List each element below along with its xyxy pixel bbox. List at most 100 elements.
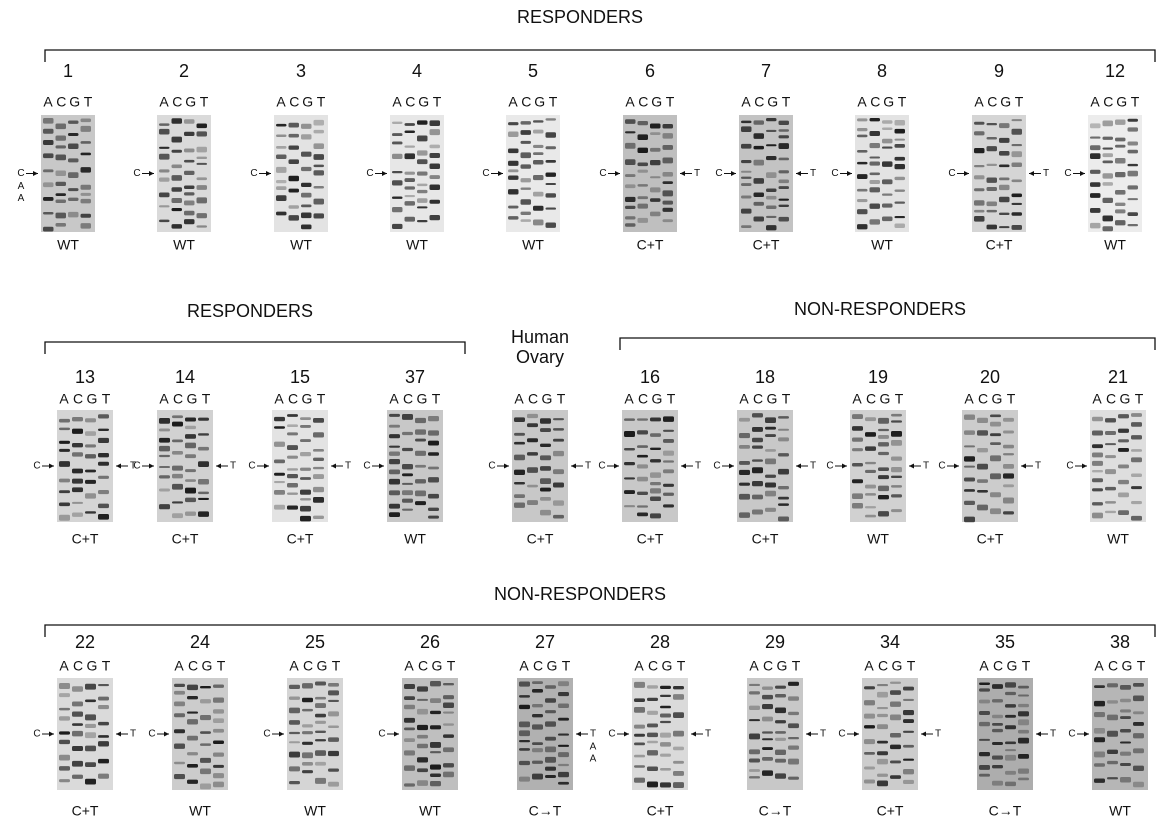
site-mark: T [585, 461, 591, 472]
gel-band [417, 734, 428, 739]
gel-band [749, 733, 760, 740]
lane-number: 16 [640, 367, 660, 387]
site-mark: C [248, 461, 255, 472]
gel-band [778, 503, 789, 506]
gel-band [184, 210, 195, 216]
gel-band [1094, 737, 1105, 743]
gel-band [857, 224, 868, 230]
genotype: C+T [877, 803, 904, 819]
gel-band [98, 503, 109, 509]
gel-band [43, 128, 54, 134]
gel-band [533, 219, 544, 226]
gel-band [890, 714, 901, 721]
gel-band [72, 774, 83, 779]
gel-band [98, 721, 109, 726]
gel-band [650, 159, 661, 166]
gel-band [185, 511, 196, 516]
gel-band [752, 467, 763, 474]
gel-band [404, 216, 415, 222]
gel-band [650, 472, 661, 478]
gel-band [171, 207, 182, 212]
gel-band [313, 457, 324, 461]
gel-band [634, 724, 645, 729]
gel-band [508, 131, 519, 137]
gel-band [1003, 417, 1014, 422]
gel-band [1131, 435, 1142, 440]
gel-band [877, 691, 888, 698]
gel [623, 115, 677, 232]
gel-band [894, 156, 905, 161]
gel-band [300, 477, 311, 480]
gel-band [171, 198, 182, 203]
site-mark: T [230, 461, 236, 472]
gel-band [625, 119, 636, 124]
gel-band [404, 153, 415, 160]
gel-band [289, 707, 300, 714]
gel-band [328, 725, 339, 728]
gel-band [891, 413, 902, 417]
gel-band [749, 776, 760, 779]
gel-band [200, 743, 211, 746]
gel-band [532, 681, 543, 685]
genotype: C+T [172, 531, 199, 547]
gel-band [159, 437, 170, 443]
genotype: WT [173, 237, 195, 253]
gel-band [1115, 172, 1126, 178]
gel-band [1105, 443, 1116, 446]
gel-band [85, 444, 96, 448]
gel-band [1102, 215, 1113, 222]
genotype: WT [290, 237, 312, 253]
gel-band [198, 461, 209, 468]
base-label: G [1000, 94, 1011, 110]
base-label: A [276, 94, 286, 110]
gel-band [878, 442, 889, 447]
gel-band [1005, 770, 1016, 775]
site-mark: T [810, 168, 816, 179]
gel-band [558, 771, 569, 778]
gel-band [545, 207, 556, 210]
gel-band [882, 146, 893, 149]
gel-band [402, 508, 413, 511]
base-label: T [666, 94, 675, 110]
gel-band [519, 721, 530, 728]
gel-band [663, 429, 674, 432]
gel-band [553, 438, 564, 442]
gel-band [196, 131, 207, 137]
gel-band [1090, 222, 1101, 229]
gel-band [775, 773, 786, 779]
base-label: C [288, 391, 298, 407]
gel-band [765, 426, 776, 430]
arrow-head [576, 731, 581, 737]
gel-band [766, 215, 777, 218]
gel-band [519, 760, 530, 766]
gel-band [302, 752, 313, 759]
gel-band [990, 492, 1001, 498]
gel-band [301, 182, 312, 188]
gel-band [778, 496, 789, 500]
gel-band [1133, 695, 1144, 702]
base-label: C [172, 94, 182, 110]
gel-band [739, 461, 750, 465]
lane-number: 4 [412, 61, 422, 81]
gel-band [532, 773, 543, 780]
gel-band [80, 184, 91, 190]
gel-band [765, 474, 776, 478]
gel-band [417, 198, 428, 203]
base-label: G [69, 94, 80, 110]
bracket [44, 49, 1156, 62]
gel-band [977, 448, 988, 453]
gel-band [992, 765, 1003, 769]
arrow-head [382, 171, 387, 176]
gel-band [415, 501, 426, 506]
gel-band [766, 225, 777, 231]
lane-number: 7 [761, 61, 771, 81]
arrow-head [149, 463, 154, 469]
gel-band [519, 704, 530, 710]
gel-band [663, 469, 674, 474]
gel-band [389, 478, 400, 485]
gel-band [1092, 430, 1103, 436]
gel-band [765, 434, 776, 437]
gel-band [1133, 765, 1144, 771]
gel-band [999, 212, 1010, 216]
gel-band [1107, 730, 1118, 737]
